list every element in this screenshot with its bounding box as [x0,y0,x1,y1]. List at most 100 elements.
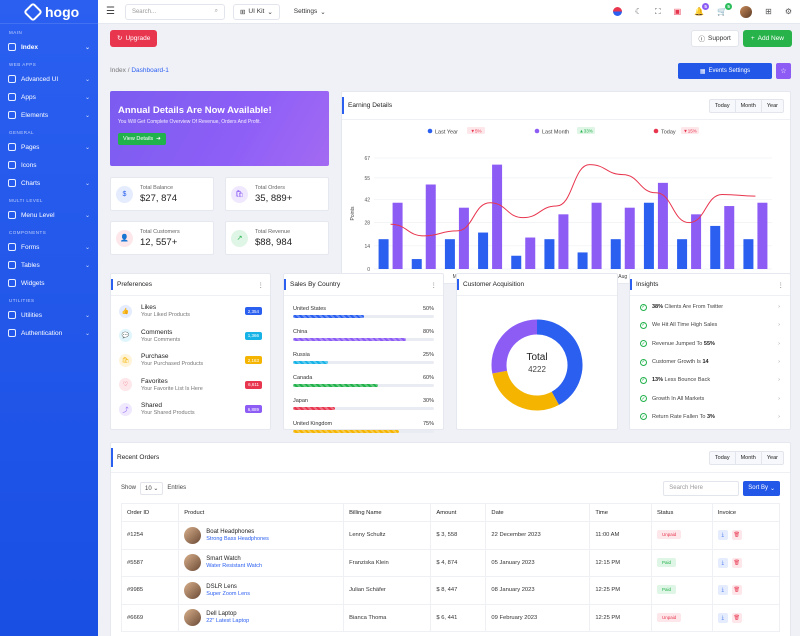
support-button[interactable]: ⓘ Support [690,29,739,47]
bar-last-month[interactable] [757,202,768,269]
sort-by-button[interactable]: Sort By ⌄ [743,480,780,496]
uikit-dropdown[interactable]: ⊞ UI Kit ⌄ [232,3,280,20]
column-header[interactable]: Time [589,503,652,522]
apps-grid-icon[interactable]: ⊞ [765,7,772,16]
search-input[interactable]: Search... ⌕ [124,3,225,20]
settings-dropdown[interactable]: Settings ⌄ [288,4,332,20]
notifications-icon[interactable]: 🔔 5 [694,3,710,16]
tab-month[interactable]: Month [734,451,761,464]
view-details-button[interactable]: View Details ➜ [118,133,166,145]
tab-month[interactable]: Month [734,99,761,112]
trash-icon[interactable]: 🗑 [731,530,742,541]
bar-last-month[interactable] [624,207,635,269]
sidebar-item-authentication[interactable]: Authentication ⌄ [0,324,98,342]
insight-item[interactable]: ✓ We Hit All Time High Sales › [630,316,790,334]
column-header[interactable]: Amount [430,503,487,522]
insight-item[interactable]: ✓ Customer Growth Is 14 › [630,353,790,371]
bar-last-year[interactable] [677,239,688,269]
donut-segment-blue[interactable] [536,319,583,405]
orders-search-input[interactable]: Search Here [663,480,740,496]
bar-last-month[interactable] [458,207,469,269]
sidebar-item-utilities[interactable]: Utilities ⌄ [0,306,98,324]
legend-item[interactable]: Last Year ▼5% [427,127,485,135]
sidebar-item-charts[interactable]: Charts ⌄ [0,174,98,192]
sidebar-item-pages[interactable]: Pages ⌄ [0,138,98,156]
breadcrumb-root[interactable]: Index [110,67,126,74]
bar-last-year[interactable] [378,239,389,269]
column-header[interactable]: Order ID [120,503,180,522]
legend-item[interactable]: Last Month ▲33% [534,127,595,135]
add-new-button[interactable]: + Add New [742,29,792,47]
column-header[interactable]: Date [485,503,591,522]
download-icon[interactable]: ⤓ [717,585,728,596]
sidebar-item-tables[interactable]: Tables ⌄ [0,256,98,274]
trash-icon[interactable]: 🗑 [731,557,742,568]
avatar[interactable] [740,5,753,18]
column-header[interactable]: Billing Name [343,503,432,522]
preference-item[interactable]: 🛍 Purchase Your Purchased Products 2,163 [111,348,270,373]
flag-icon[interactable] [612,7,622,16]
preference-item[interactable]: 💬 Comments Your Comments 1,366 [111,324,270,349]
insight-item[interactable]: ✓ Revenue Jumped To 55% › [630,335,790,353]
bar-last-year[interactable] [444,239,455,269]
download-icon[interactable]: ⤓ [717,557,728,568]
bar-last-month[interactable] [425,184,436,269]
preference-item[interactable]: ♡ Favorites Your Favorite List Is Here 6,61… [111,373,270,398]
insight-item[interactable]: ✓ 13% Less Bounce Back › [630,371,790,389]
bar-last-month[interactable] [657,182,668,269]
more-icon[interactable]: ⋮ [777,281,785,289]
bar-last-year[interactable] [544,239,555,269]
bar-last-year[interactable] [610,239,621,269]
tab-year[interactable]: Year [760,99,783,112]
column-header[interactable]: Invoice [711,503,781,522]
sidebar-item-icons[interactable]: Icons [0,156,98,174]
trash-icon[interactable]: 🗑 [731,585,742,596]
bar-last-year[interactable] [743,239,754,269]
tab-year[interactable]: Year [760,451,783,464]
download-icon[interactable]: ⤓ [717,530,728,541]
bar-last-month[interactable] [525,237,536,269]
column-header[interactable]: Status [651,503,713,522]
cart-icon[interactable]: 🛒 5 [717,3,733,16]
preference-item[interactable]: ⤴ Shared Your Shared Products 6,889 [111,397,270,422]
bar-last-month[interactable] [392,202,403,269]
brand-logo[interactable]: hogo [0,0,98,24]
more-icon[interactable]: ⋮ [430,281,438,289]
more-icon[interactable]: ⋮ [257,281,265,289]
gear-icon[interactable]: ⚙ [784,7,792,16]
insight-item[interactable]: ✓ Return Rate Fallen To 3% › [630,408,790,426]
events-settings-button[interactable]: ▦ Events Settings [678,63,772,79]
bar-last-month[interactable] [591,202,602,269]
bar-last-year[interactable] [710,225,721,269]
donut-segment-purple[interactable] [491,319,538,374]
bar-last-year[interactable] [411,259,422,269]
preference-item[interactable]: 👍 Likes Your Liked Products 2,354 [111,299,270,324]
moon-icon[interactable]: ☾ [634,7,643,16]
bar-last-year[interactable] [478,232,489,269]
tab-today[interactable]: Today [714,454,730,461]
sidebar-item-widgets[interactable]: Widgets [0,274,98,292]
donut-segment-yellow[interactable] [492,370,559,411]
bar-last-year[interactable] [511,255,522,269]
download-icon[interactable]: ⤓ [717,612,728,623]
sidebar-item-index[interactable]: Index ⌄ [0,38,98,56]
fullscreen-icon[interactable]: ⛶ [655,6,661,16]
entries-select[interactable]: 10 ⌄ [140,481,164,495]
bar-last-month[interactable] [724,206,735,269]
insight-item[interactable]: ✓ 38% Clients Are From Twitter › [630,298,790,316]
tab-today[interactable]: Today [714,102,730,109]
bar-last-month[interactable] [691,214,702,269]
bar-last-year[interactable] [643,202,654,269]
insight-item[interactable]: ✓ Growth In All Markets › [630,389,790,407]
column-header[interactable]: Product [178,503,345,522]
bar-last-month[interactable] [492,164,503,269]
bar-last-year[interactable] [577,252,588,269]
sidebar-item-menu-level[interactable]: Menu Level ⌄ [0,206,98,224]
legend-item[interactable]: Today ▼15% [653,127,699,135]
sidebar-item-advanced-ui[interactable]: Advanced UI ⌄ [0,70,98,88]
upgrade-button[interactable]: ↻ Upgrade [110,29,158,47]
sidebar-item-apps[interactable]: Apps ⌄ [0,88,98,106]
sidebar-item-elements[interactable]: Elements ⌄ [0,106,98,124]
bar-last-month[interactable] [558,214,569,269]
trash-icon[interactable]: 🗑 [731,612,742,623]
